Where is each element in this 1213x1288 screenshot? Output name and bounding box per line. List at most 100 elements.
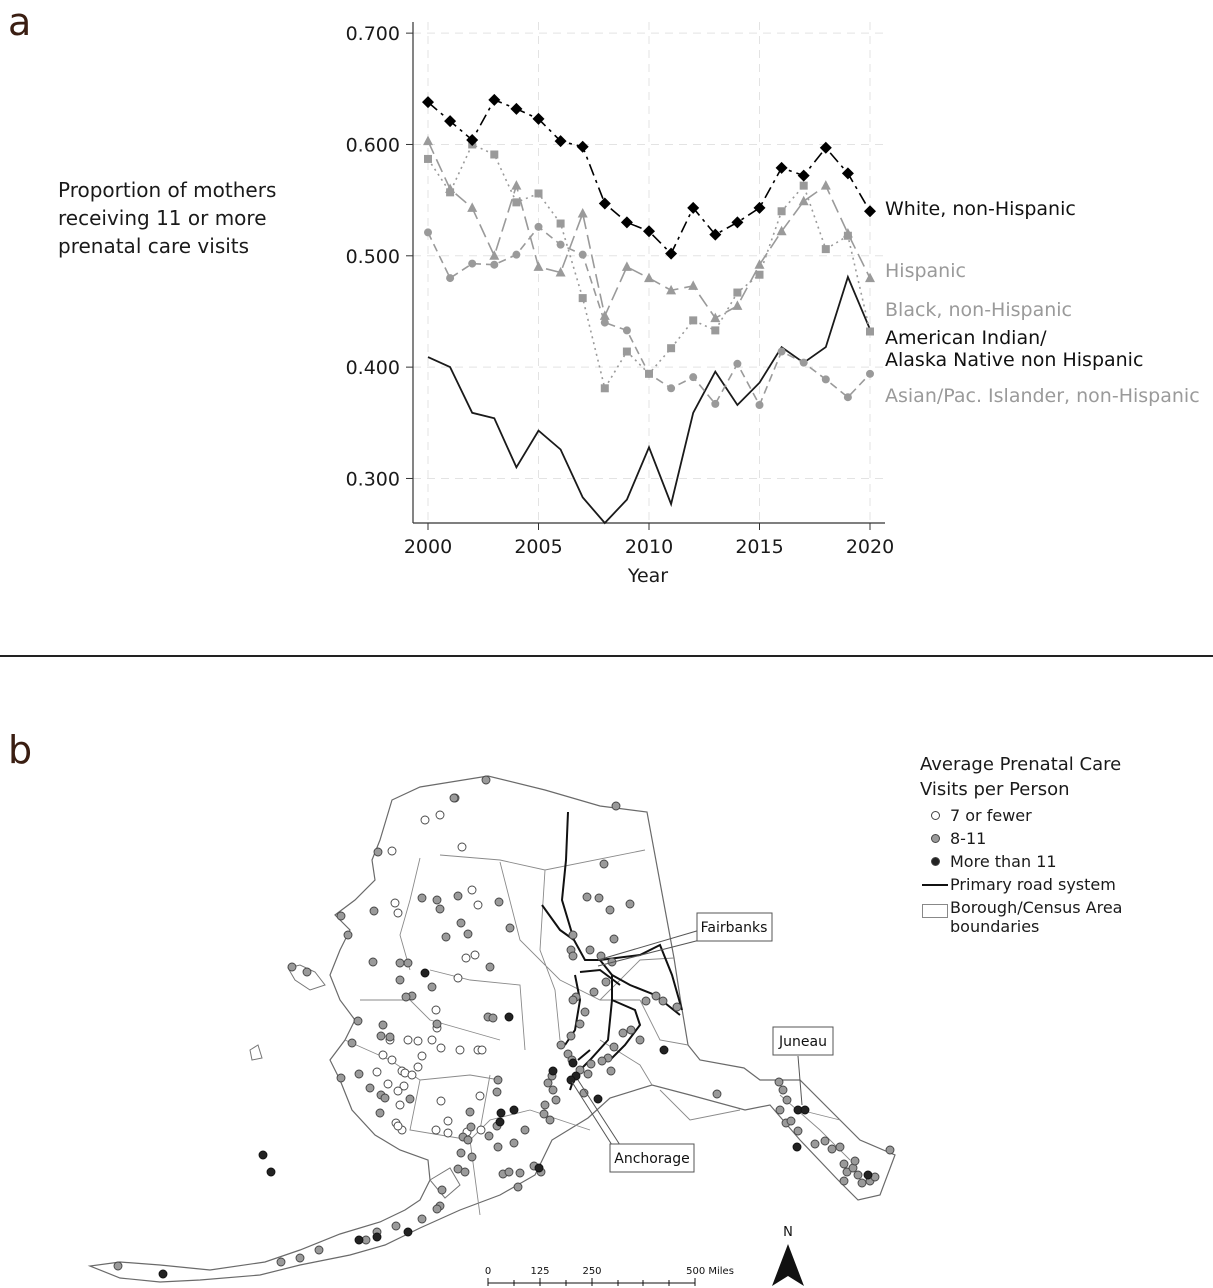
- community-dot-open: [455, 1045, 465, 1055]
- data-point: [709, 228, 722, 241]
- community-dot-mid: [782, 1095, 792, 1105]
- community-dot-open: [420, 815, 430, 825]
- gray-circle-icon: [930, 834, 940, 843]
- community-dot-mid: [548, 1085, 558, 1095]
- community-dot-mid: [484, 1131, 494, 1141]
- data-point: [645, 369, 653, 378]
- community-dot-open: [436, 1043, 446, 1053]
- community-dot-mid: [466, 1122, 476, 1132]
- data-point: [423, 135, 433, 146]
- community-dot-dark: [548, 1066, 558, 1076]
- community-dot-open: [475, 1091, 485, 1101]
- callout-anchorage-box: [609, 1143, 695, 1173]
- data-point: [819, 141, 832, 154]
- community-dot-dark: [266, 1167, 276, 1177]
- community-dot-mid: [582, 892, 592, 902]
- data-point: [842, 228, 853, 238]
- community-dot-open: [393, 908, 403, 918]
- community-dot-mid: [835, 1142, 845, 1152]
- community-dot-open: [431, 1005, 441, 1015]
- data-point: [578, 294, 587, 303]
- data-point: [467, 202, 478, 212]
- community-dot-open: [413, 1036, 423, 1046]
- scale-label-250: 250: [582, 1266, 601, 1277]
- data-point: [622, 326, 631, 335]
- data-point: [466, 134, 479, 147]
- community-dot-dark: [420, 968, 430, 978]
- community-dot-mid: [494, 897, 504, 907]
- data-point: [489, 250, 500, 260]
- data-point: [776, 225, 787, 236]
- data-point: [556, 219, 565, 228]
- data-point: [534, 222, 543, 231]
- y-tick-label: 0.700: [346, 23, 400, 45]
- community-dot-mid: [368, 957, 378, 967]
- community-dot-dark: [863, 1170, 873, 1180]
- boundary-box-icon: [922, 904, 948, 918]
- legend-item-boundary: Borough/Census Area boundaries: [920, 898, 1210, 936]
- community-dot-mid: [606, 1066, 616, 1076]
- x-tick-label: 2005: [514, 536, 562, 558]
- community-dot-mid: [378, 1020, 388, 1030]
- community-dot-mid: [839, 1159, 849, 1169]
- community-dot-dark: [504, 1012, 514, 1022]
- community-dot-mid: [287, 962, 297, 972]
- community-dot-mid: [551, 1095, 561, 1105]
- community-dot-mid: [336, 1073, 346, 1083]
- community-dot-mid: [395, 958, 405, 968]
- community-dot-mid: [611, 801, 621, 811]
- data-point: [732, 300, 743, 310]
- community-dot-mid: [432, 1019, 442, 1029]
- map-legend-title: Average Prenatal Care Visits per Person: [920, 754, 1122, 800]
- community-dot-mid: [385, 1032, 395, 1042]
- community-dot-open: [453, 973, 463, 983]
- panel-divider: [0, 655, 1213, 657]
- gridlines: [413, 22, 885, 523]
- y-tick-label: 0.300: [346, 468, 400, 490]
- data-point: [731, 216, 744, 229]
- data-point: [554, 135, 567, 148]
- north-label: N: [783, 1225, 793, 1240]
- data-point: [665, 247, 678, 260]
- community-dot-open: [477, 1045, 487, 1055]
- community-dot-mid: [456, 918, 466, 928]
- data-point: [576, 140, 589, 153]
- data-point: [775, 161, 788, 174]
- data-point: [733, 359, 742, 368]
- community-dot-mid: [641, 996, 651, 1006]
- data-point: [577, 207, 588, 218]
- scale-label-500: 500 Miles: [686, 1266, 734, 1277]
- data-point: [620, 216, 633, 229]
- data-point: [711, 399, 720, 408]
- x-tick-label: 2015: [735, 536, 783, 558]
- community-dot-mid: [609, 1042, 619, 1052]
- community-dot-mid: [568, 951, 578, 961]
- community-dot-mid: [556, 1040, 566, 1050]
- community-dot-mid: [839, 1176, 849, 1186]
- data-point: [689, 316, 698, 325]
- community-dot-open: [417, 1051, 427, 1061]
- community-dot-mid: [853, 1170, 863, 1180]
- data-point: [424, 228, 432, 237]
- community-dot-open: [467, 885, 477, 895]
- data-point: [820, 180, 831, 190]
- open-circle-icon: [930, 811, 940, 820]
- community-dot-mid: [712, 1089, 722, 1099]
- community-dot-mid: [586, 1059, 596, 1069]
- community-dot-mid: [347, 1038, 357, 1048]
- black-circle-icon: [930, 857, 940, 866]
- community-dot-open: [372, 1067, 382, 1077]
- data-point: [644, 272, 654, 283]
- community-dot-open: [395, 1100, 405, 1110]
- alaska-map: Fairbanks Juneau Anchorage 0 125 250 500…: [87, 775, 896, 1286]
- community-dot-mid: [599, 859, 609, 869]
- community-dot-mid: [437, 1185, 447, 1195]
- data-point: [468, 259, 477, 268]
- community-dot-mid: [460, 1167, 470, 1177]
- community-dot-mid: [504, 1167, 514, 1177]
- community-dot-mid: [540, 1100, 550, 1110]
- community-dot-mid: [365, 1083, 375, 1093]
- community-dot-mid: [597, 1056, 607, 1066]
- community-dot-mid: [609, 934, 619, 944]
- legend-item-road: Primary road system: [920, 875, 1210, 894]
